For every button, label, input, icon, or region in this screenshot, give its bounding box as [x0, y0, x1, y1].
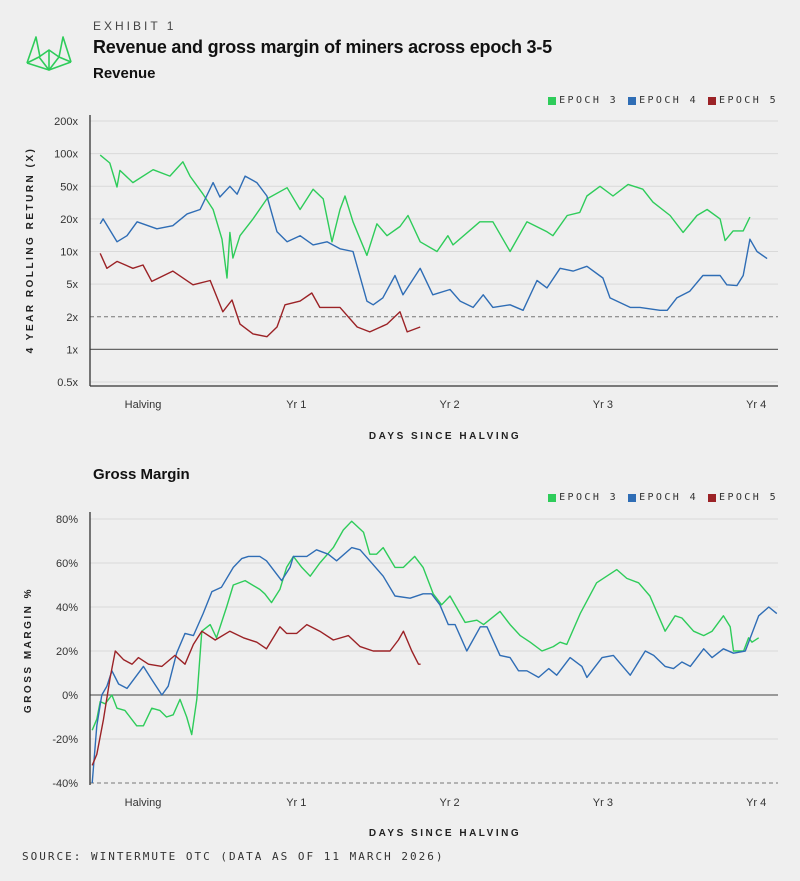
y-tick-label: 2x	[66, 312, 78, 324]
y-tick-label: -40%	[52, 778, 78, 790]
y-tick-label: 5x	[66, 279, 78, 291]
legend-swatch	[628, 96, 637, 105]
legend-epoch-4: EPOCH 4	[628, 95, 698, 106]
revenue-x-axis-label: DAYS SINCE HALVING	[369, 431, 521, 442]
x-tick-label: Yr 1	[286, 797, 306, 809]
source-note: SOURCE: WINTERMUTE OTC (DATA AS OF 11 MA…	[22, 850, 445, 863]
revenue-y-axis-label: 4 YEAR ROLLING RETURN (X)	[25, 147, 36, 354]
y-tick-label: 100x	[54, 149, 78, 161]
legend-label: EPOCH 5	[719, 492, 778, 503]
series-line-epoch-5	[99, 253, 421, 338]
y-tick-label: 0%	[62, 690, 78, 702]
legend-swatch	[548, 493, 557, 502]
gm-legend: EPOCH 3 EPOCH 4 EPOCH 5	[548, 492, 778, 503]
x-tick-label: Yr 3	[593, 399, 613, 411]
x-tick-label: Halving	[125, 399, 162, 411]
series-line-epoch-5	[91, 623, 421, 766]
series-line-epoch-3	[91, 520, 760, 736]
y-tick-label: 0.5x	[57, 377, 78, 389]
legend-epoch-3: EPOCH 3	[548, 95, 618, 106]
legend-swatch	[548, 96, 557, 105]
y-tick-label: 1x	[66, 344, 78, 356]
legend-epoch-4: EPOCH 4	[628, 492, 698, 503]
legend-epoch-5: EPOCH 5	[708, 492, 778, 503]
logo-right-spike	[58, 36, 72, 63]
y-tick-label: 20x	[60, 214, 78, 226]
legend-label: EPOCH 4	[639, 95, 699, 106]
exhibit-label: EXHIBIT 1	[93, 19, 177, 33]
y-tick-label: 50x	[60, 181, 78, 193]
gross-margin-chart: -40% -20% 0% 20% 40% 60% 80% Halving Yr 1 Yr 2 Yr …	[52, 512, 778, 809]
series-line-epoch-4	[99, 175, 768, 311]
x-tick-label: Yr 1	[286, 399, 306, 411]
logo	[26, 36, 72, 71]
revenue-chart-title: Revenue	[93, 65, 156, 82]
y-tick-label: 20%	[56, 646, 78, 658]
logo-right-link	[58, 56, 72, 63]
legend-epoch-3: EPOCH 3	[548, 492, 618, 503]
legend-label: EPOCH 3	[559, 492, 619, 503]
legend-epoch-5: EPOCH 5	[708, 95, 778, 106]
x-tick-label: Yr 2	[440, 797, 460, 809]
legend-swatch	[708, 493, 717, 502]
x-tick-label: Yr 3	[593, 797, 613, 809]
gm-chart-title: Gross Margin	[93, 466, 190, 483]
y-tick-label: 60%	[56, 558, 78, 570]
gm-x-axis-label: DAYS SINCE HALVING	[369, 828, 521, 839]
revenue-chart: 0.5x 1x 2x 5x 10x 20x 50x 100x 200x Halving Yr 1 Yr…	[54, 115, 778, 411]
y-tick-label: 10x	[60, 247, 78, 259]
x-tick-label: Yr 4	[746, 797, 766, 809]
revenue-legend: EPOCH 3 EPOCH 4 EPOCH 5	[548, 95, 778, 106]
gm-y-axis-label: GROSS MARGIN %	[23, 587, 34, 713]
y-tick-label: 80%	[56, 514, 78, 526]
legend-swatch	[628, 493, 637, 502]
x-tick-label: Yr 4	[746, 399, 766, 411]
logo-left-link	[26, 56, 40, 64]
legend-label: EPOCH 4	[639, 492, 699, 503]
x-tick-label: Yr 2	[440, 399, 460, 411]
x-tick-label: Halving	[125, 797, 162, 809]
y-tick-label: -20%	[52, 734, 78, 746]
legend-label: EPOCH 5	[719, 95, 778, 106]
series-line-epoch-4	[91, 546, 778, 784]
y-tick-label: 40%	[56, 602, 78, 614]
y-tick-label: 200x	[54, 116, 78, 128]
page-title: Revenue and gross margin of miners acros…	[93, 37, 552, 57]
legend-swatch	[708, 96, 717, 105]
series-line-epoch-3	[99, 154, 751, 279]
legend-label: EPOCH 3	[559, 95, 619, 106]
logo-left-spike	[26, 36, 41, 64]
